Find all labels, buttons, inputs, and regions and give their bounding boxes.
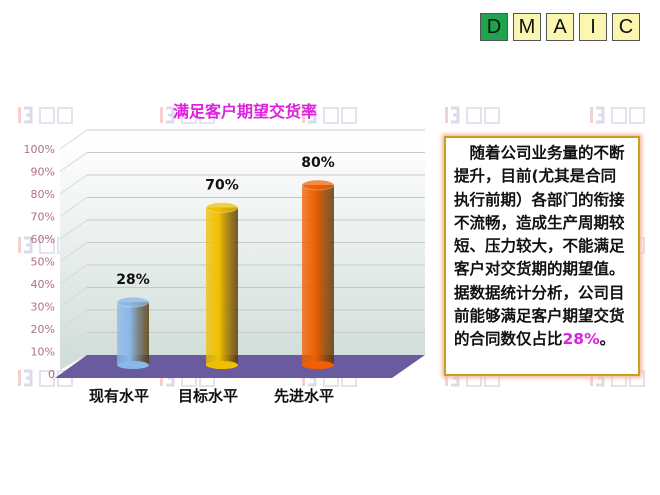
data-label: 70%	[205, 178, 239, 194]
bar-1: 28% 现有水平	[89, 272, 150, 405]
dmaic-steps: D M A I C	[480, 13, 640, 41]
category-label: 现有水平	[89, 387, 149, 405]
step-m: M	[513, 13, 541, 41]
gridline-side	[59, 129, 88, 150]
y-tick-label: 100%	[24, 143, 55, 156]
gridline-side	[59, 174, 88, 195]
description-textbox: 随着公司业务量的不断提升，目前(尤其是合同执行前期）各部门的衔接不流畅，造成生产…	[444, 136, 640, 376]
y-tick-label: 20%	[31, 323, 55, 336]
gridline-side	[59, 197, 88, 217]
bar-body	[206, 207, 238, 365]
step-i: I	[579, 13, 607, 41]
data-label: 28%	[116, 272, 150, 288]
description-end: 。	[599, 330, 616, 349]
y-tick-label: 30%	[31, 301, 55, 314]
bar-2: 70% 目标水平	[178, 178, 239, 406]
delivery-rate-chart: 0 10% 20% 30% 40% 50% 60% 70% 80% 90% 100% 满足客户期望交…	[24, 102, 425, 406]
chart-back-wall	[60, 138, 425, 370]
gridline-side	[59, 287, 88, 307]
gridline-side	[59, 152, 88, 172]
watermark-logo	[590, 106, 645, 124]
y-tick-label: 50%	[31, 256, 55, 269]
data-label: 80%	[301, 155, 335, 171]
gridline-side	[59, 264, 88, 285]
bar-base	[117, 361, 149, 369]
bar-top	[301, 179, 335, 191]
y-tick-label: 10%	[31, 346, 55, 359]
category-label: 先进水平	[274, 387, 334, 405]
watermark-logo	[445, 106, 500, 124]
y-tick-label: 80%	[31, 188, 55, 201]
bar-base	[206, 361, 238, 369]
bar-3: 80% 先进水平	[274, 155, 335, 405]
gridline-side	[59, 242, 88, 262]
chart-title: 满足客户期望交货率	[173, 102, 317, 121]
bar-body	[117, 302, 149, 365]
step-a: A	[546, 13, 574, 41]
step-c: C	[612, 13, 640, 41]
bar-top	[116, 296, 150, 308]
step-d: D	[480, 13, 508, 41]
bar-body	[302, 185, 334, 365]
bar-top	[205, 202, 239, 213]
highlight-percent: 28%	[562, 330, 600, 349]
y-tick-label: 0	[48, 368, 55, 381]
gridline-side	[59, 309, 88, 330]
y-tick-label: 70%	[31, 211, 55, 224]
gridline-side	[59, 219, 88, 240]
y-tick-label: 90%	[31, 166, 55, 179]
chart-floor	[55, 355, 425, 378]
bar-base	[302, 361, 334, 369]
y-tick-label: 60%	[31, 233, 55, 246]
description-text: 随着公司业务量的不断提升，目前(尤其是合同执行前期）各部门的衔接不流畅，造成生产…	[454, 144, 625, 349]
gridline-side	[59, 332, 88, 352]
category-label: 目标水平	[178, 387, 238, 405]
y-tick-label: 40%	[31, 278, 55, 291]
